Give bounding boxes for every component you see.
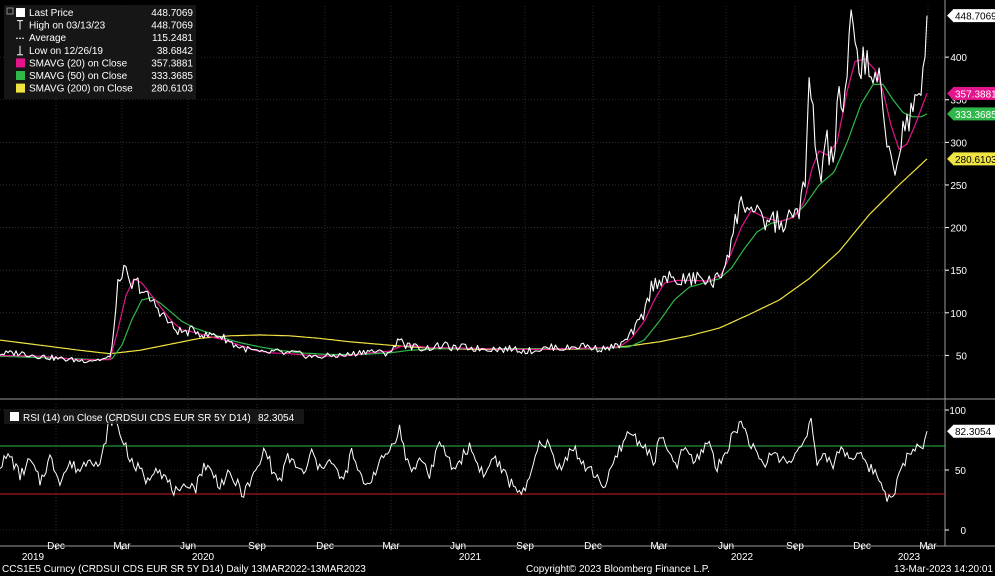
x-year-label: 2019: [22, 552, 45, 563]
value-badge-pointer: [947, 152, 953, 165]
x-year-label: 2023: [898, 552, 921, 563]
legend-label: SMAVG (200) on Close: [29, 84, 133, 95]
x-tick-label: Sep: [248, 541, 266, 552]
value-badge-pointer: [947, 9, 953, 22]
legend-value: 115.2481: [152, 33, 193, 44]
x-year-label: 2020: [192, 552, 215, 563]
price-y-tick-label: 200: [950, 224, 967, 235]
series-rsi-line: [0, 412, 928, 502]
x-tick-label: Dec: [584, 541, 602, 552]
rsi-y-tick-label: 100: [949, 406, 966, 417]
value-badge-label: 448.7069: [955, 12, 995, 23]
legend-entry: SMAVG (50) on Close 333.3685: [16, 71, 193, 82]
legend-label: Last Price: [29, 8, 74, 19]
x-tick-label: Dec: [853, 541, 871, 552]
price-series-group: [0, 9, 928, 364]
price-grid: [0, 0, 995, 547]
x-tick-label: Mar: [919, 541, 937, 552]
legend-entry: Last Price 448.7069: [16, 8, 193, 19]
rsi-legend-value: 82.3054: [258, 413, 295, 424]
price-y-tick-label: 150: [950, 266, 967, 277]
price-y-tick-label: 100: [950, 309, 967, 320]
legend-label: High on 03/13/23: [29, 21, 106, 32]
legend-swatch: [16, 83, 25, 93]
legend-label: Average: [29, 33, 67, 44]
value-badge: [953, 86, 995, 100]
legend-entry: SMAVG (200) on Close 280.6103: [16, 83, 193, 95]
x-tick-label: Mar: [113, 541, 131, 552]
rsi-y-tick-label: 0: [960, 526, 966, 537]
legend-value: 448.7069: [151, 21, 193, 32]
price-y-tick-label: 300: [950, 138, 967, 149]
x-tick-label: Jun: [180, 541, 196, 552]
x-tick-label: Dec: [47, 541, 65, 552]
x-tick-label: Mar: [382, 541, 400, 552]
legend-entry: High on 03/13/23 448.7069: [17, 20, 193, 32]
legend-value: 357.3881: [151, 58, 193, 69]
footer-left-text: CCS1E5 Curncy (CRDSUI CDS EUR SR 5Y D14)…: [2, 564, 366, 575]
value-badge-pointer: [947, 87, 953, 100]
value-badge-label: 333.3685: [955, 110, 995, 121]
rsi-legend-box: [4, 409, 304, 424]
rsi-value-badge: [953, 424, 995, 438]
rsi-legend: RSI (14) on Close (CRDSUI CDS EUR SR 5Y …: [4, 409, 304, 424]
value-badge-label: 280.6103: [955, 155, 995, 166]
rsi-y-tick-label: 50: [955, 466, 967, 477]
legend-swatch: [16, 58, 25, 68]
rsi-grid: [0, 404, 945, 536]
value-badge: [953, 107, 995, 121]
legend-value: 38.6842: [157, 46, 194, 57]
legend-value: 448.7069: [151, 8, 193, 19]
x-tick-label: Sep: [786, 541, 804, 552]
legend-swatch: [16, 8, 25, 17]
price-y-axis: 50 100 150 200 250 300 350 400: [945, 53, 967, 362]
legend-box: [4, 5, 196, 99]
legend-swatch: [16, 71, 25, 80]
rsi-legend-label: RSI (14) on Close (CRDSUI CDS EUR SR 5Y …: [23, 413, 251, 424]
x-axis: Dec Mar Jun Sep Dec Mar Jun Sep Dec Mar Jun Sep Dec M…: [22, 541, 937, 563]
x-year-label: 2021: [459, 552, 482, 563]
rsi-badge-pointer: [947, 425, 953, 438]
legend-value: 280.6103: [151, 84, 193, 95]
value-badge: [953, 9, 995, 23]
x-tick-label: Sep: [516, 541, 534, 552]
rsi-series-group: [0, 412, 928, 502]
rsi-legend-swatch: [10, 412, 19, 421]
rsi-value-badge-label: 82.3054: [955, 427, 992, 438]
series-last-line: [0, 9, 928, 364]
legend-label: SMAVG (20) on Close: [29, 58, 128, 69]
legend-entry: Average 115.2481: [16, 33, 193, 44]
rsi-y-axis: 0 50 100: [945, 406, 966, 537]
x-year-label: 2022: [731, 552, 754, 563]
legend-label: Low on 12/26/19: [29, 46, 103, 57]
x-tick-label: Jun: [718, 541, 734, 552]
price-y-tick-label: 250: [950, 181, 967, 192]
legend-label: SMAVG (50) on Close: [29, 71, 128, 82]
price-legend: Last Price 448.7069 High on 03/13/23 448.70…: [4, 5, 196, 99]
price-y-tick-label: 400: [950, 53, 967, 64]
x-tick-label: Jun: [450, 541, 466, 552]
legend-entry: SMAVG (20) on Close 357.3881: [16, 58, 193, 69]
price-y-tick-label: 350: [950, 96, 967, 107]
legend-value: 333.3685: [151, 71, 193, 82]
value-badges: 448.7069 357.3881 333.3685 280.6103 82.3054: [947, 9, 995, 438]
footer-copyright-text: Copyright© 2023 Bloomberg Finance L.P.: [526, 564, 710, 575]
series-sma20-line: [0, 58, 928, 361]
x-tick-label: Mar: [650, 541, 668, 552]
legend-entry: Low on 12/26/19 38.6842: [17, 45, 194, 57]
value-badge-label: 357.3881: [955, 89, 995, 100]
price-y-tick-label: 50: [956, 351, 968, 362]
value-badge-pointer: [947, 107, 953, 120]
legend-collapse-icon[interactable]: [6, 7, 14, 15]
footer-bar: CCS1E5 Curncy (CRDSUI CDS EUR SR 5Y D14)…: [2, 564, 993, 575]
footer-timestamp-text: 13-Mar-2023 14:20:01: [894, 564, 993, 575]
x-tick-label: Dec: [316, 541, 334, 552]
value-badge: [953, 152, 995, 166]
